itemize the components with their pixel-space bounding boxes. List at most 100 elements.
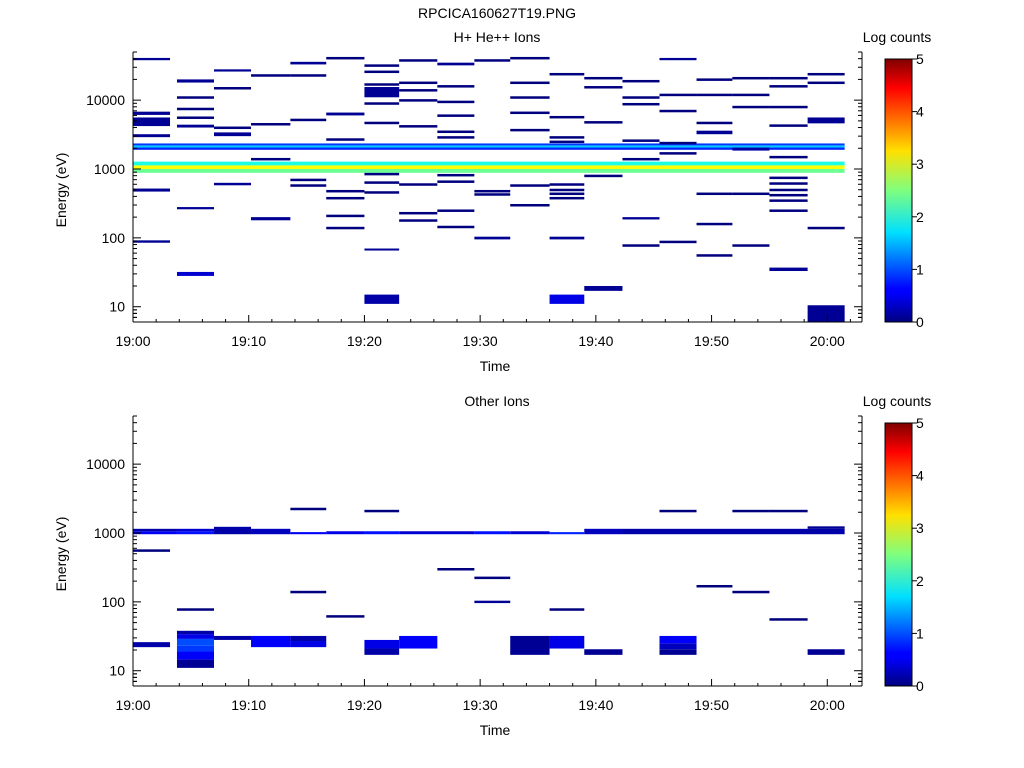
colorbar-tick-label: 1 bbox=[916, 625, 924, 641]
heatmap-cell bbox=[133, 57, 171, 61]
heatmap-line bbox=[807, 81, 845, 85]
heatmap-line bbox=[364, 172, 400, 176]
heatmap-line bbox=[510, 111, 550, 115]
colorbar-gradient bbox=[884, 422, 913, 687]
heatmap-line bbox=[659, 240, 697, 244]
heatmap-line bbox=[769, 124, 808, 127]
x-tick-label: 19:40 bbox=[578, 333, 613, 349]
heatmap-cell bbox=[133, 134, 171, 138]
heatmap-line bbox=[549, 140, 585, 144]
heatmap-cells bbox=[133, 56, 845, 322]
heatmap-cell bbox=[133, 528, 177, 532]
heatmap-line bbox=[659, 509, 697, 513]
x-tick-label: 19:10 bbox=[231, 333, 266, 349]
heatmap-cell bbox=[176, 638, 214, 646]
heatmap-cell bbox=[290, 641, 327, 648]
heatmap-cell bbox=[176, 271, 214, 276]
heatmap-line bbox=[399, 89, 438, 92]
heatmap-line bbox=[510, 204, 550, 207]
heatmap-line bbox=[399, 99, 438, 102]
heatmap-line bbox=[696, 222, 733, 226]
colorbar-tick-label: 2 bbox=[916, 573, 924, 589]
heatmap-line bbox=[364, 121, 400, 125]
heatmap-line bbox=[732, 192, 770, 196]
heatmap-line bbox=[176, 96, 214, 99]
heatmap-cell bbox=[622, 217, 660, 220]
heatmap-cell bbox=[364, 639, 400, 649]
heatmap-line bbox=[732, 76, 770, 80]
heatmap-line bbox=[549, 183, 585, 186]
heatmap-line bbox=[399, 219, 438, 222]
heatmap-cell bbox=[290, 61, 327, 65]
heatmap-cell bbox=[214, 635, 252, 640]
heatmap-cell bbox=[133, 531, 177, 535]
heatmap-line bbox=[399, 59, 438, 62]
heatmap-line bbox=[251, 74, 291, 77]
heatmap-cell bbox=[214, 132, 252, 137]
energy-band bbox=[133, 168, 845, 173]
heatmap-line bbox=[807, 226, 845, 230]
heatmap-cell bbox=[769, 267, 808, 272]
heatmap-line bbox=[364, 70, 400, 74]
heatmap-cell bbox=[807, 649, 845, 655]
heatmap-line bbox=[326, 56, 365, 60]
x-tick-label: 19:40 bbox=[578, 697, 613, 713]
x-tick-label: 19:30 bbox=[463, 697, 498, 713]
heatmap-line bbox=[399, 81, 438, 85]
heatmap-line bbox=[659, 141, 697, 145]
heatmap-line bbox=[510, 81, 550, 85]
heatmap-line bbox=[584, 76, 623, 80]
heatmap-line bbox=[659, 152, 697, 155]
heatmap-line bbox=[549, 136, 585, 139]
heatmap-line bbox=[549, 72, 585, 76]
colorbar: 0 1 2 3 4 5 bbox=[884, 415, 924, 694]
heatmap-line bbox=[364, 191, 400, 194]
x-tick-label: 19:30 bbox=[463, 333, 498, 349]
heatmap-cell bbox=[584, 285, 623, 291]
heatmap-cell bbox=[584, 528, 623, 535]
heatmap-line bbox=[807, 72, 845, 76]
heatmap-cell bbox=[659, 649, 697, 655]
x-tick-label: 20:00 bbox=[810, 333, 845, 349]
heatmap-line bbox=[326, 226, 365, 230]
figure-title: RPCICA160627T19.PNG bbox=[418, 5, 576, 21]
heatmap-line bbox=[251, 123, 291, 126]
heatmap-line bbox=[769, 618, 808, 621]
colorbar-tick-label: 4 bbox=[916, 104, 924, 120]
heatmap-line bbox=[696, 121, 733, 125]
heatmap-line bbox=[510, 56, 550, 60]
heatmap-cell bbox=[437, 62, 475, 66]
heatmap-line bbox=[769, 193, 808, 197]
heatmap-line bbox=[584, 86, 623, 89]
heatmap-line bbox=[622, 102, 660, 106]
x-axis-label: Time bbox=[480, 358, 511, 374]
x-tick-label: 19:50 bbox=[694, 333, 729, 349]
heatmap-line bbox=[696, 192, 733, 196]
heatmap-line bbox=[176, 608, 214, 611]
heatmap-line bbox=[290, 74, 327, 77]
energy-band bbox=[133, 161, 845, 166]
heatmap-line bbox=[732, 509, 770, 513]
heatmap-cell bbox=[584, 649, 623, 655]
heatmap-cells bbox=[133, 507, 845, 668]
y-tick-label: 10 bbox=[109, 299, 125, 315]
heatmap-line bbox=[769, 85, 808, 88]
colorbar-tick-label: 3 bbox=[916, 520, 924, 536]
heatmap-line bbox=[290, 507, 327, 511]
heatmap-cell bbox=[176, 630, 214, 635]
heatmap-cell bbox=[474, 600, 511, 604]
heatmap-line bbox=[437, 173, 475, 177]
heatmap-cell bbox=[732, 147, 770, 151]
heatmap-line bbox=[510, 184, 550, 187]
heatmap-line bbox=[326, 138, 365, 141]
heatmap-line bbox=[437, 568, 475, 571]
heatmap-cell bbox=[474, 236, 511, 240]
heatmap-line bbox=[549, 115, 585, 119]
heatmap-line bbox=[437, 114, 475, 117]
heatmap-line bbox=[176, 116, 214, 119]
heatmap-cell bbox=[364, 294, 400, 304]
heatmap-cell bbox=[214, 69, 252, 72]
heatmap-line bbox=[474, 576, 511, 580]
heatmap-line bbox=[549, 192, 585, 196]
